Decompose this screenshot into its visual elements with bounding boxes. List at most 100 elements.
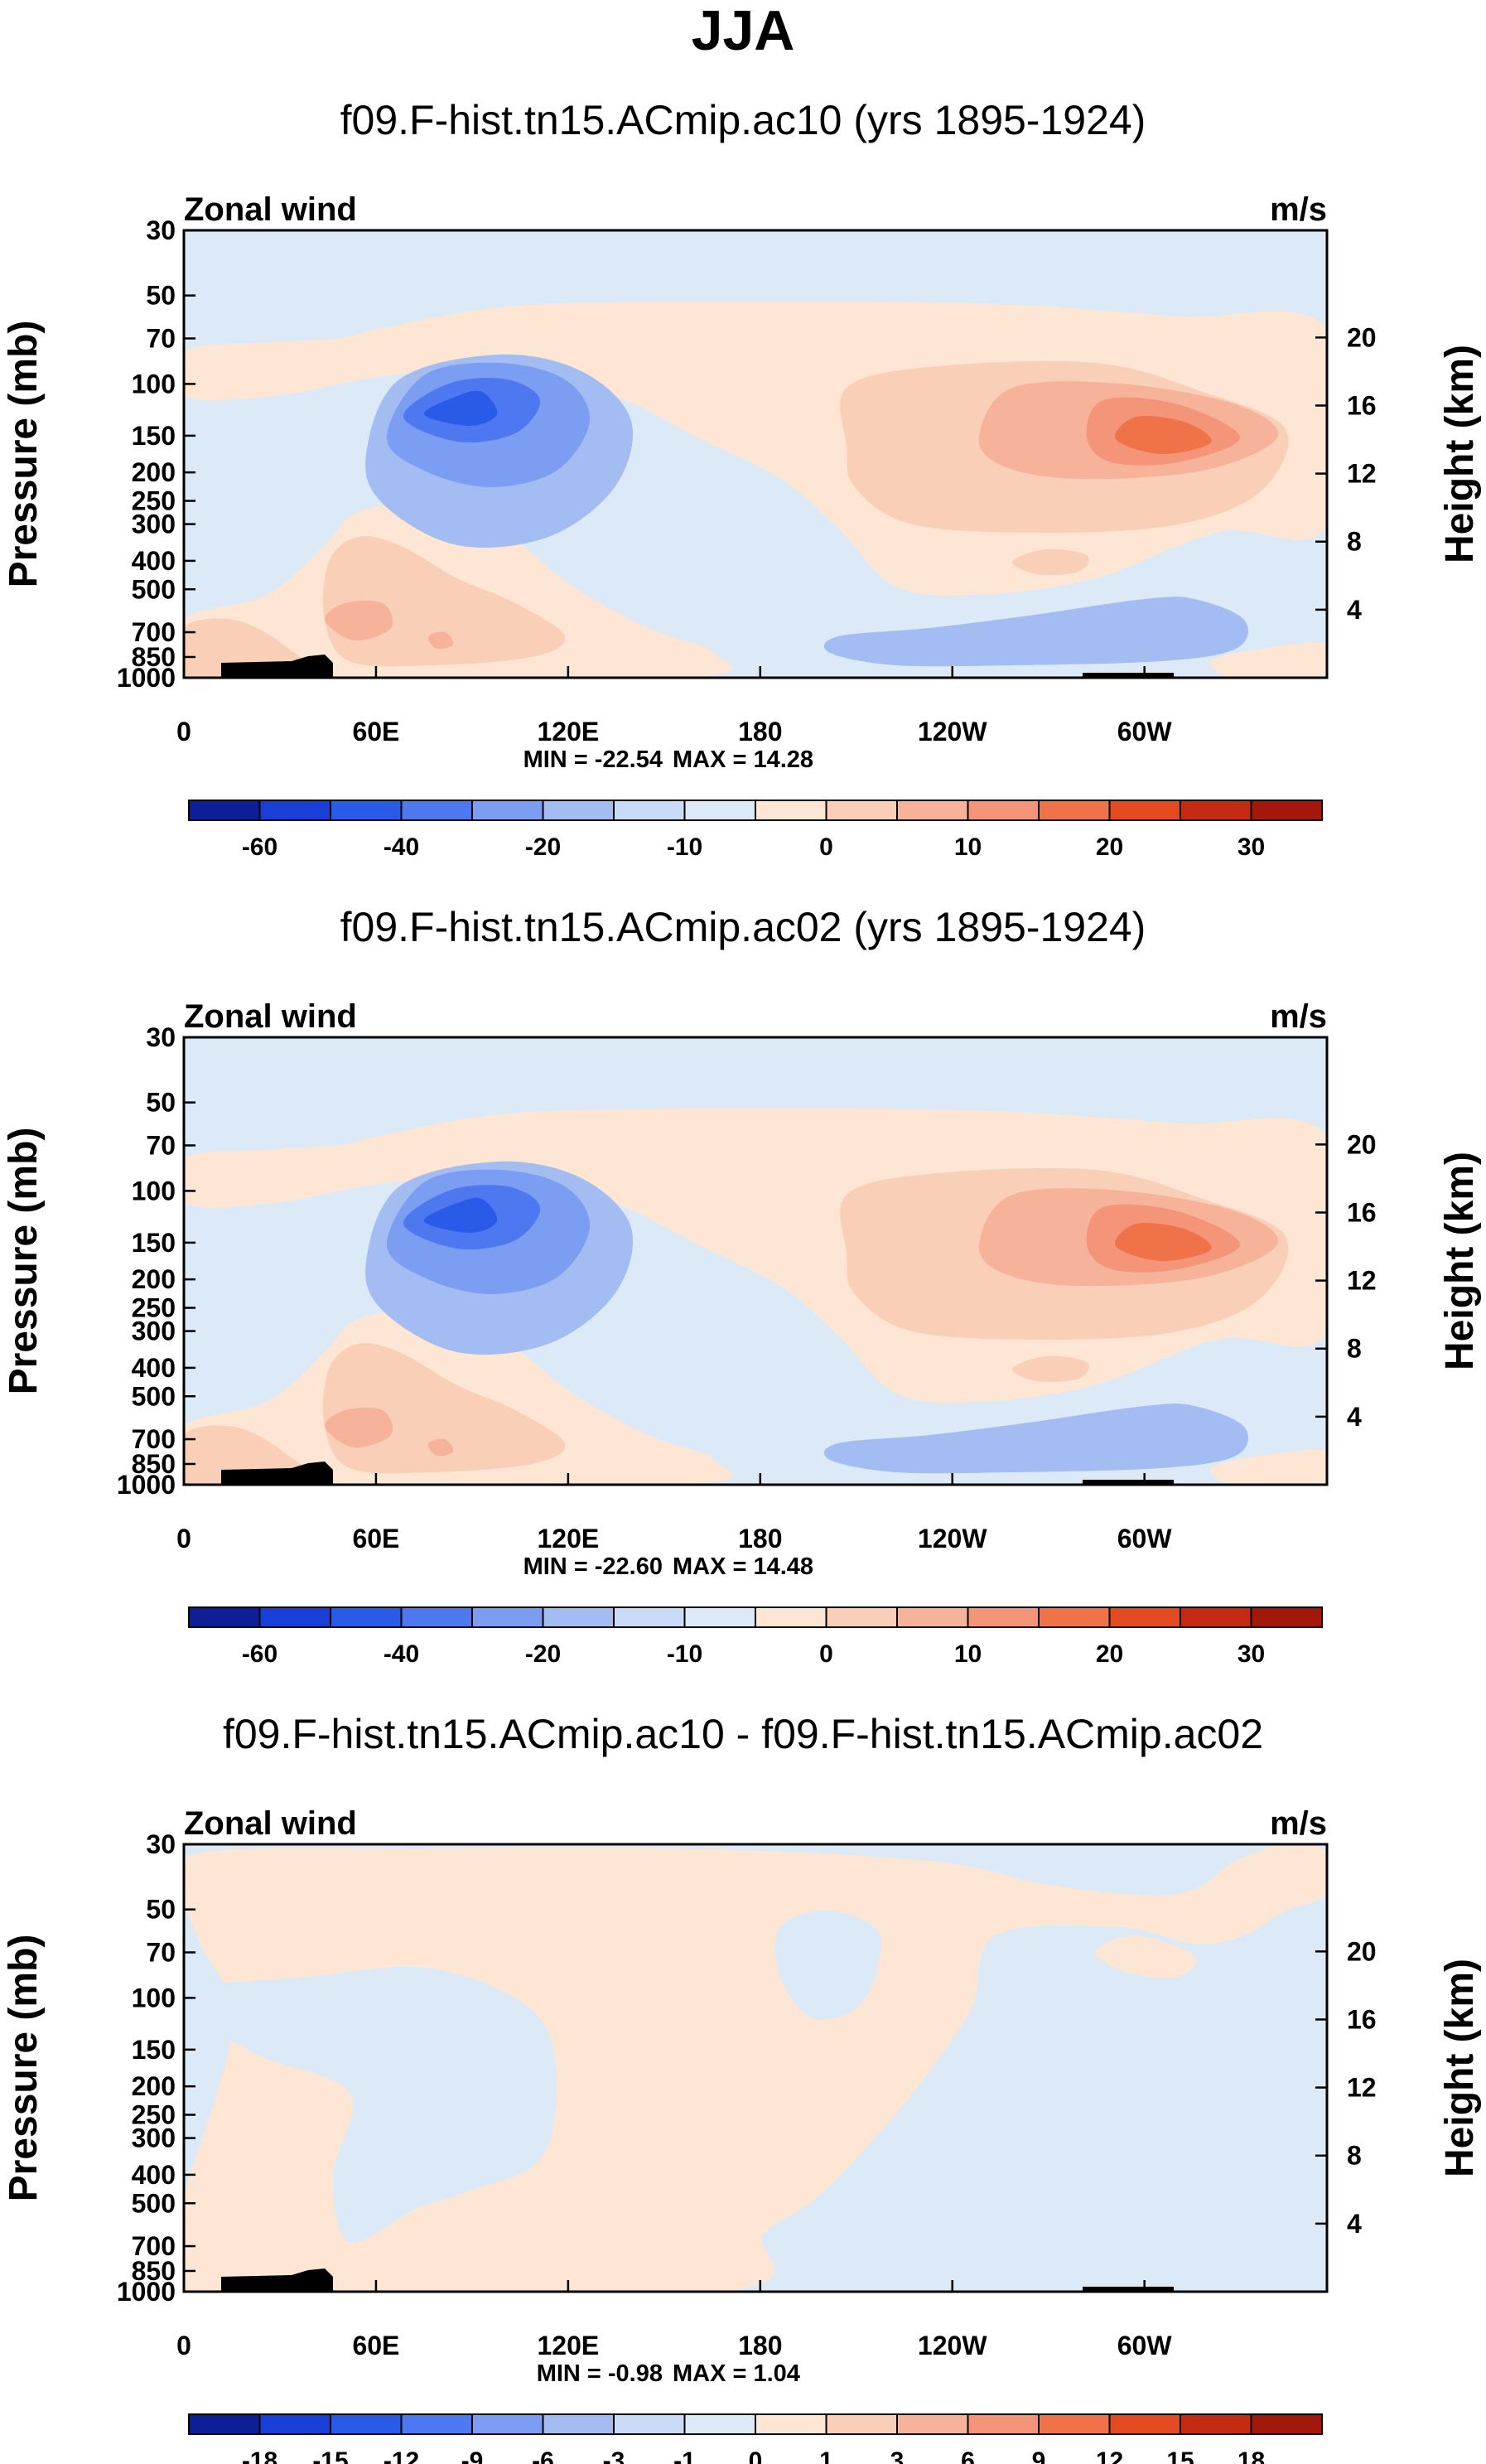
colorbar-box <box>825 800 898 821</box>
pressure-tick-label: 30 <box>146 215 176 245</box>
pressure-tick-label: 100 <box>132 369 176 399</box>
colorbar-label: -18 <box>242 2447 277 2464</box>
height-axis-title: Height (km) <box>1438 1959 1482 2177</box>
longitude-tick-label: 120E <box>537 2331 599 2360</box>
longitude-tick-label: 120W <box>918 717 987 746</box>
colorbar-label: 12 <box>1096 2447 1123 2464</box>
colorbar-box <box>683 800 756 821</box>
colorbar-label: -20 <box>525 833 561 861</box>
longitude-tick-label: 60W <box>1117 717 1173 746</box>
colorbar-box <box>613 2413 686 2435</box>
height-tick-label: 20 <box>1347 1129 1377 1159</box>
max-label: MAX = 14.48 <box>673 1553 813 1580</box>
min-label: MIN = -0.98 <box>537 2360 663 2387</box>
pressure-tick-label: 70 <box>146 1937 176 1967</box>
colorbar-label: -12 <box>384 2447 419 2464</box>
pressure-tick-label: 400 <box>132 546 176 576</box>
contour-negative-core <box>423 390 498 426</box>
pressure-tick-label: 50 <box>146 281 176 311</box>
contour-negative-core <box>423 1197 498 1233</box>
pressure-tick-label: 400 <box>132 1353 176 1383</box>
pressure-tick-label: 30 <box>146 1022 176 1052</box>
pressure-axis-title: Pressure (mb) <box>2 1935 46 2202</box>
contour-negative-lower <box>823 597 1248 667</box>
pressure-tick-label: 500 <box>132 2188 176 2218</box>
contour-diff-negative-mid <box>774 1910 881 2020</box>
colorbar-label: -60 <box>242 833 277 861</box>
height-tick-label: 12 <box>1347 2073 1377 2103</box>
colorbar-label: -15 <box>312 2447 348 2464</box>
colorbar-box <box>1250 1606 1323 1628</box>
panel-3: f09.F-hist.tn15.ACmip.ac10 - f09.F-hist.… <box>2 1711 1482 2464</box>
colorbar-box <box>330 2413 403 2435</box>
colorbar-box <box>188 2413 261 2435</box>
pressure-tick-label: 1000 <box>117 663 176 693</box>
pressure-tick-label: 250 <box>132 2100 176 2130</box>
colorbar-box <box>188 800 261 821</box>
colorbar-box <box>825 1606 898 1628</box>
longitude-tick-label: 120W <box>918 2331 987 2360</box>
colorbar-box <box>613 1606 686 1628</box>
colorbar-box <box>967 2413 1040 2435</box>
colorbar-label: 30 <box>1238 833 1265 861</box>
longitude-tick-label: 60E <box>352 1524 399 1553</box>
colorbar-label: -40 <box>384 833 419 861</box>
plot-frame <box>182 229 1329 679</box>
pressure-axis-title: Pressure (mb) <box>2 1128 46 1395</box>
colorbar-box <box>471 1606 544 1628</box>
colorbar-box <box>471 800 544 821</box>
contour-positive-core <box>1115 1222 1212 1262</box>
colorbar-box <box>1038 800 1111 821</box>
contour-positive-sfc-east <box>1209 642 1327 678</box>
min-label: MIN = -22.54 <box>523 746 663 773</box>
longitude-tick-label: 180 <box>738 1524 782 1553</box>
colorbar-label: 15 <box>1166 2447 1194 2464</box>
colorbar-label: 20 <box>1096 1640 1123 1668</box>
height-tick-label: 16 <box>1347 390 1377 420</box>
panel-2: f09.F-hist.tn15.ACmip.ac02 (yrs 1895-192… <box>2 904 1482 1668</box>
longitude-tick-label: 0 <box>176 2331 191 2360</box>
pressure-tick-label: 50 <box>146 1895 176 1925</box>
colorbar-box <box>258 1606 331 1628</box>
colorbar-box <box>400 800 473 821</box>
panel-title: f09.F-hist.tn15.ACmip.ac10 - f09.F-hist.… <box>223 1711 1263 1757</box>
colorbar-box <box>683 2413 756 2435</box>
contour-fills <box>184 230 1327 678</box>
colorbar-label: 10 <box>954 833 982 861</box>
plot-frame <box>182 1036 1329 1486</box>
longitude-tick-label: 120W <box>918 1524 987 1553</box>
contour-diff-positive-east <box>1094 1935 1197 1978</box>
contour-positive-lower-3 <box>324 1407 393 1448</box>
min-label: MIN = -22.60 <box>523 1553 663 1580</box>
pressure-tick-label: 700 <box>132 1424 176 1454</box>
height-tick-label: 4 <box>1347 1402 1362 1432</box>
colorbar-box <box>400 1606 473 1628</box>
panel-title: f09.F-hist.tn15.ACmip.ac02 (yrs 1895-192… <box>340 904 1146 950</box>
pressure-tick-label: 500 <box>132 574 176 604</box>
longitude-tick-label: 60E <box>352 717 399 746</box>
longitude-tick-label: 120E <box>537 1524 599 1553</box>
colorbar-label: 6 <box>961 2447 975 2464</box>
contour-positive-lower-2 <box>322 535 566 667</box>
colorbar-box <box>258 2413 331 2435</box>
units-label: m/s <box>1270 191 1327 228</box>
max-label: MAX = 14.28 <box>673 746 813 773</box>
colorbar-box <box>1108 2413 1181 2435</box>
pressure-tick-label: 500 <box>132 1381 176 1411</box>
colorbar-box <box>755 2413 827 2435</box>
colorbar-label: 0 <box>819 833 833 861</box>
contour-positive-lower-4 <box>427 631 454 650</box>
colorbar-box <box>330 1606 403 1628</box>
pressure-tick-label: 100 <box>132 1176 176 1205</box>
variable-label: Zonal wind <box>184 191 357 228</box>
colorbar-box <box>683 1606 756 1628</box>
contour-fills <box>184 1844 1327 2292</box>
colorbar-label: -60 <box>242 1640 277 1668</box>
contour-diff-positive-mid <box>558 1992 780 2237</box>
height-tick-label: 4 <box>1347 595 1362 625</box>
variable-label: Zonal wind <box>184 1805 357 1842</box>
contour-positive-sfc-east <box>1209 1449 1327 1485</box>
colorbar-box <box>1180 2413 1252 2435</box>
height-tick-label: 20 <box>1347 322 1377 352</box>
